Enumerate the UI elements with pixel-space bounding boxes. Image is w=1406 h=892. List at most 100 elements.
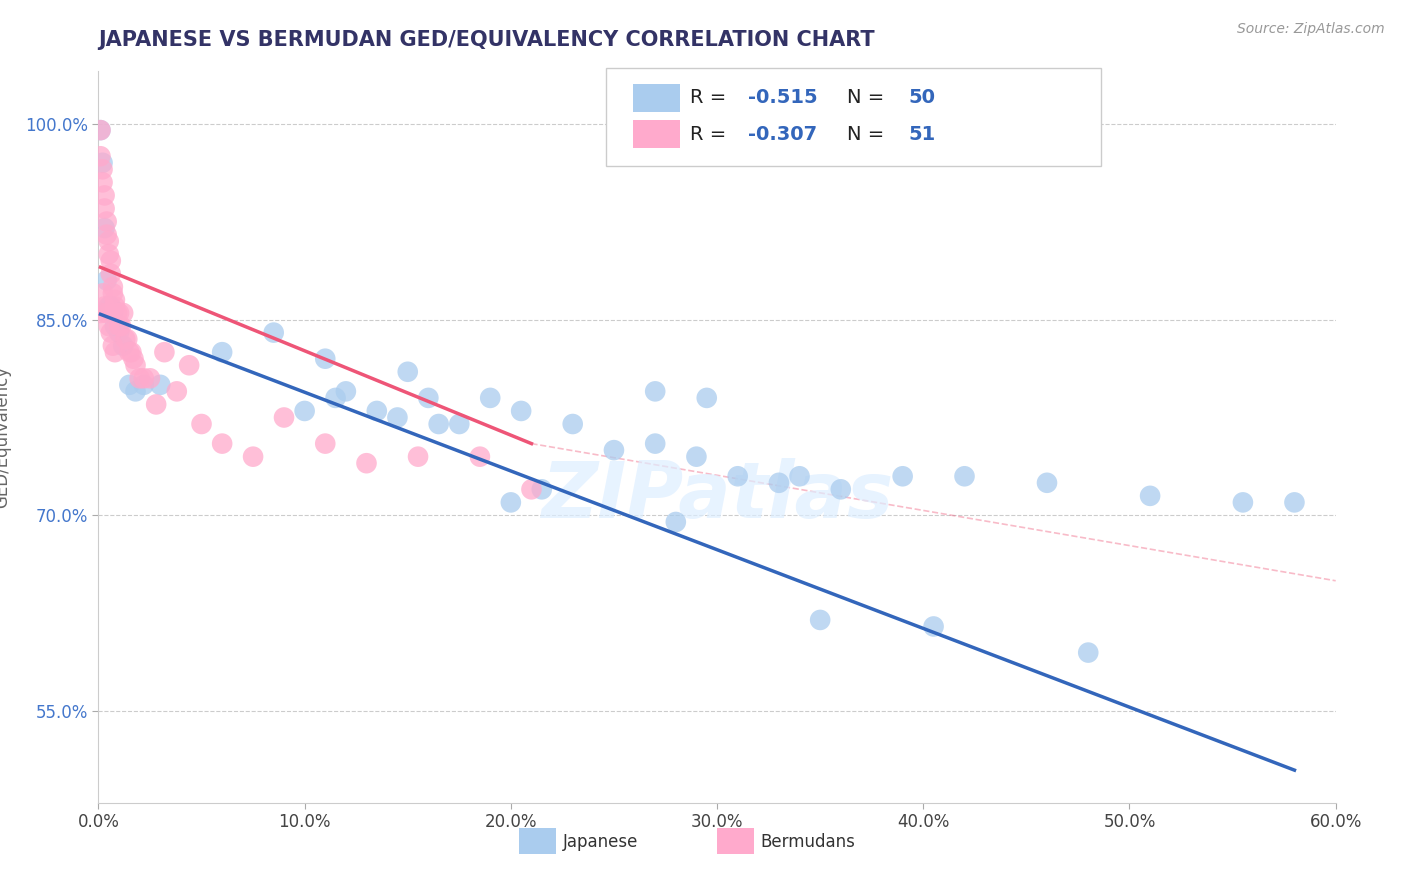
Point [105,306,128,320]
Point [89,149,111,163]
Point [190,417,212,431]
Point [211,436,233,450]
FancyBboxPatch shape [717,829,754,854]
Point [891,469,914,483]
Point [91,156,114,170]
Point [96,273,118,287]
Text: -0.515: -0.515 [748,88,818,107]
Point [294,404,316,418]
Point [149,377,172,392]
Point [91,175,114,189]
Point [325,391,347,405]
Text: R =: R = [690,125,733,144]
Text: R =: R = [690,88,733,107]
Point [499,495,522,509]
Point [101,306,124,320]
Point [685,450,707,464]
Point [101,286,124,301]
Point [273,410,295,425]
FancyBboxPatch shape [606,68,1101,167]
Point [97,234,120,248]
Point [100,253,122,268]
Y-axis label: GED/Equivalency: GED/Equivalency [0,366,11,508]
Point [922,619,945,633]
Point [93,221,115,235]
Point [665,515,688,529]
Point [128,371,150,385]
Point [953,469,976,483]
FancyBboxPatch shape [633,84,681,112]
Point [211,345,233,359]
Text: Japanese: Japanese [562,832,638,851]
Point [166,384,188,399]
Text: 51: 51 [908,125,936,144]
Point [561,417,583,431]
Point [145,397,167,411]
Point [112,306,135,320]
Point [387,410,409,425]
Point [406,450,429,464]
Point [93,202,115,216]
Text: JAPANESE VS BERMUDAN GED/EQUIVALENCY CORRELATION CHART: JAPANESE VS BERMUDAN GED/EQUIVALENCY COR… [98,30,875,50]
Point [132,371,155,385]
Point [510,404,533,418]
Point [356,456,378,470]
Point [727,469,749,483]
Point [314,436,336,450]
Text: N =: N = [846,125,890,144]
Point [93,300,115,314]
Point [104,300,127,314]
Text: ZIPatlas: ZIPatlas [541,458,893,533]
Point [101,339,124,353]
Point [139,371,162,385]
Point [468,450,491,464]
Point [100,267,122,281]
Point [696,391,718,405]
Point [97,247,120,261]
Text: -0.307: -0.307 [748,125,817,144]
Point [1036,475,1059,490]
Point [89,123,111,137]
Point [427,417,450,431]
Point [314,351,336,366]
Point [132,377,155,392]
Point [263,326,285,340]
Point [108,319,131,334]
Point [830,483,852,497]
Point [89,123,111,137]
Point [112,339,135,353]
Point [335,384,357,399]
Point [1284,495,1306,509]
Point [101,280,124,294]
Point [179,358,201,372]
Point [91,286,114,301]
Point [449,417,471,431]
Text: Source: ZipAtlas.com: Source: ZipAtlas.com [1237,22,1385,37]
Point [520,483,543,497]
Point [93,188,115,202]
Point [153,345,176,359]
Point [117,332,139,346]
Point [418,391,440,405]
Point [124,384,146,399]
FancyBboxPatch shape [633,120,681,148]
Point [118,377,141,392]
Text: 50: 50 [908,88,936,107]
Point [104,293,127,307]
Point [808,613,831,627]
Text: Bermudans: Bermudans [761,832,855,851]
Point [97,300,120,314]
Point [104,319,127,334]
Point [96,214,118,228]
Point [603,443,626,458]
Point [366,404,388,418]
Point [242,450,264,464]
Point [1232,495,1254,509]
Text: N =: N = [846,88,890,107]
Point [1077,646,1099,660]
Point [108,306,131,320]
Point [110,319,132,334]
Point [768,475,790,490]
Point [789,469,811,483]
Point [124,358,146,372]
